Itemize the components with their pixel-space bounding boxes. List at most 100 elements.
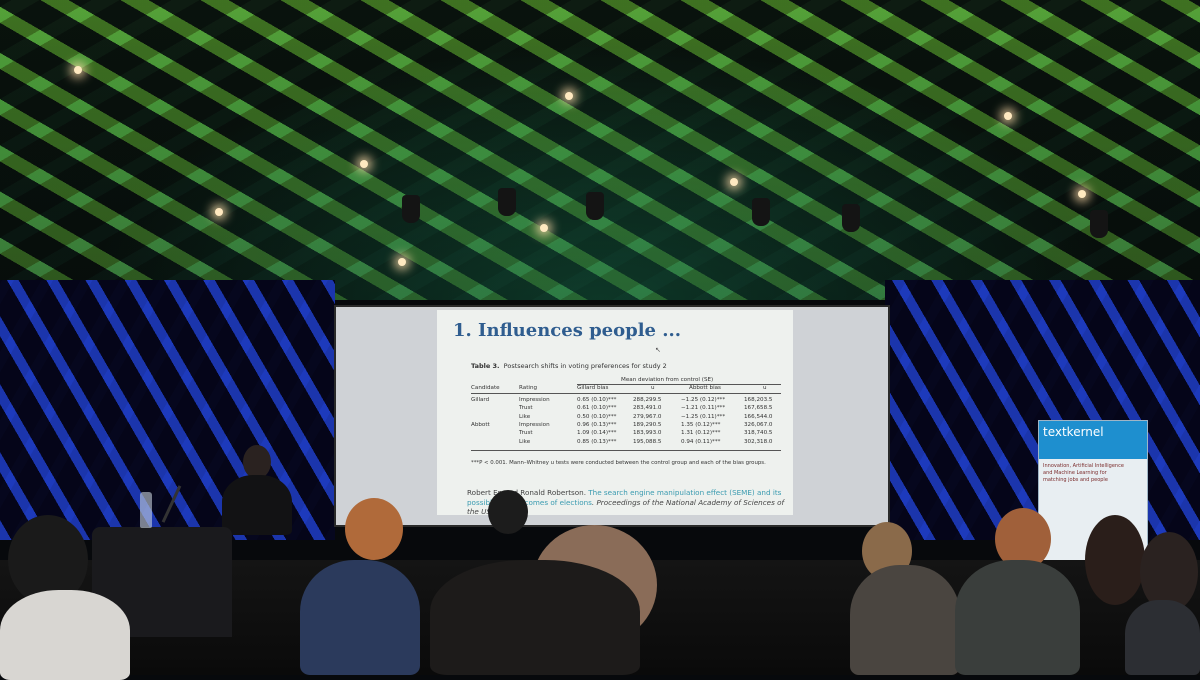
citation-title: the outcomes of elections — [496, 497, 592, 507]
table-cell: 1.35 (0.12)*** — [681, 421, 721, 428]
table-cell: 302,318.0 — [744, 438, 773, 445]
ceiling-light — [1078, 190, 1086, 198]
ceiling-light — [74, 66, 82, 74]
table-rule — [471, 450, 781, 451]
table-cell: 0.50 (0.10)*** — [577, 413, 617, 420]
table-row: Trust 1.09 (0.14)*** 183,993.0 1.31 (0.1… — [471, 429, 781, 437]
table-rule — [577, 384, 781, 385]
stage-lamp — [498, 188, 516, 216]
table-cell: 283,491.0 — [633, 405, 662, 412]
audience-member — [1125, 600, 1200, 675]
table-row: Like 0.50 (0.10)*** 279,967.0 −1.25 (0.1… — [471, 413, 781, 421]
audience-head — [1085, 515, 1145, 605]
table-cell: 168,203.5 — [744, 396, 773, 403]
table-cell: 318,740.5 — [744, 430, 773, 437]
ceiling-light — [1004, 112, 1012, 120]
audience-head — [1140, 532, 1198, 612]
table-cell: Gillard — [471, 396, 490, 403]
table-cell: Abbott — [471, 421, 490, 428]
table-rule — [471, 393, 781, 394]
table-header-row: Candidate Rating Gillard bias u Abbott b… — [471, 384, 781, 392]
audience-member — [430, 560, 640, 675]
stage-lamp — [752, 198, 770, 226]
table-cell: Like — [519, 413, 531, 420]
audience-head — [345, 498, 403, 560]
citation-title: The search engine manipulation effect (S… — [467, 488, 782, 507]
citation-journal: . Proceedings of the National Academy of… — [467, 497, 785, 516]
speaker — [222, 475, 292, 535]
audience-member — [955, 560, 1080, 675]
banner-line: matching jobs and people — [1043, 477, 1108, 483]
column-header: Abbott bias — [689, 385, 721, 392]
ceiling-light — [215, 208, 223, 216]
table-cell: 183,993.0 — [633, 430, 662, 437]
table-caption: Table 3. Postsearch shifts in voting pre… — [471, 362, 667, 370]
ceiling-light — [540, 224, 548, 232]
stage-lamp — [586, 192, 604, 220]
table-row: Like 0.85 (0.13)*** 195,088.5 0.94 (0.11… — [471, 438, 781, 446]
table-cell: Impression — [519, 421, 550, 428]
banner-line: Innovation, Artificial Intelligence — [1043, 463, 1124, 469]
table-row: Trust 0.61 (0.10)*** 283,491.0 −1.21 (0.… — [471, 404, 781, 412]
citation-author: Robert Ep — [467, 488, 503, 497]
column-header: Rating — [519, 385, 538, 392]
audience-member — [0, 590, 130, 680]
ceiling-light — [360, 160, 368, 168]
table-cell: 326,067.0 — [744, 421, 773, 428]
table-cell: 167,658.5 — [744, 405, 773, 412]
table-cell: 166,544.0 — [744, 413, 773, 420]
audience-member — [300, 560, 420, 675]
mouse-cursor-icon: ↖ — [655, 346, 661, 354]
data-table: Mean deviation from control (SE) Candida… — [471, 376, 781, 451]
table-cell: −1.21 (0.11)*** — [681, 405, 726, 412]
table-row: Gillard Impression 0.65 (0.10)*** 288,29… — [471, 396, 781, 404]
table-cell: 1.09 (0.14)*** — [577, 430, 617, 437]
audience-head — [995, 508, 1051, 570]
audience-head — [488, 490, 528, 534]
table-cell: 0.96 (0.13)*** — [577, 421, 617, 428]
stage-lamp — [842, 204, 860, 232]
table-caption-text: Postsearch shifts in voting preferences … — [503, 362, 667, 370]
stage-lamp — [402, 195, 420, 223]
table-cell: −1.25 (0.12)*** — [681, 396, 726, 403]
group-header: Mean deviation from control (SE) — [621, 377, 714, 383]
table-cell: 1.31 (0.12)*** — [681, 430, 721, 437]
table-footnote: ***P < 0.001. Mann–Whitney u tests were … — [471, 460, 766, 466]
citation: Robert Ep and Ronald Robertson. The sear… — [467, 488, 787, 515]
column-header: u — [651, 385, 655, 392]
table-cell: Trust — [519, 430, 533, 437]
left-lit-wall — [0, 280, 335, 540]
banner-brand: textkernel — [1043, 425, 1104, 439]
column-header: Candidate — [471, 385, 500, 392]
table-caption-label: Table 3. — [471, 362, 500, 370]
table-cell: Like — [519, 438, 531, 445]
table-cell: 288,299.5 — [633, 396, 662, 403]
banner-line: and Machine Learning for — [1043, 470, 1107, 476]
column-header: u — [763, 385, 767, 392]
table-cell: 0.65 (0.10)*** — [577, 396, 617, 403]
stage-lamp — [1090, 210, 1108, 238]
water-bottle — [140, 492, 152, 528]
table-cell: −1.25 (0.11)*** — [681, 413, 726, 420]
slide-title: 1. Influences people ... — [453, 320, 682, 341]
ceiling-light — [730, 178, 738, 186]
presentation-slide: 1. Influences people ... ↖ Table 3. Post… — [437, 310, 793, 515]
table-row: Abbott Impression 0.96 (0.13)*** 189,290… — [471, 421, 781, 429]
audience-member — [850, 565, 960, 675]
speaker-head — [243, 445, 271, 479]
ceiling-light — [398, 258, 406, 266]
table-cell: 0.85 (0.13)*** — [577, 438, 617, 445]
banner-body: Innovation, Artificial Intelligence and … — [1039, 459, 1147, 488]
banner-header: textkernel — [1039, 421, 1147, 459]
ceiling-light — [565, 92, 573, 100]
table-cell: 195,088.5 — [633, 438, 662, 445]
table-cell: Trust — [519, 405, 533, 412]
table-cell: 279,967.0 — [633, 413, 662, 420]
ceiling — [0, 0, 1200, 300]
table-cell: 189,290.5 — [633, 421, 662, 428]
table-group-header: Mean deviation from control (SE) — [471, 376, 781, 384]
table-cell: 0.94 (0.11)*** — [681, 438, 721, 445]
citation-author: and Ronald Robertson. — [502, 488, 589, 497]
table-cell: 0.61 (0.10)*** — [577, 405, 617, 412]
column-header: Gillard bias — [577, 385, 609, 392]
